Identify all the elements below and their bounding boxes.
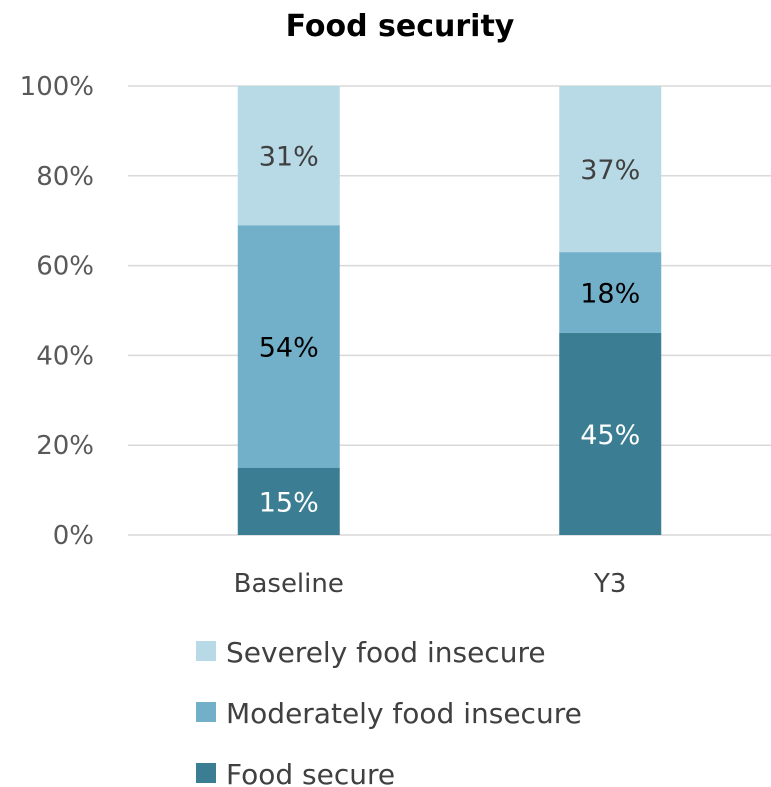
- legend-swatch: [196, 763, 216, 783]
- data-label: 45%: [580, 420, 640, 451]
- bars: 15% 54% 31% 45% 18% 37%: [237, 86, 662, 535]
- y-tick-label: 40%: [36, 341, 94, 371]
- y-tick-label: 0%: [53, 521, 94, 551]
- data-label: 18%: [580, 279, 640, 310]
- bar-segment: [559, 86, 662, 253]
- legend-swatch: [196, 641, 216, 661]
- legend-label: Severely food insecure: [226, 636, 546, 669]
- bar-segment: [237, 467, 340, 535]
- y-axis: 0% 20% 40% 60% 80% 100%: [20, 72, 94, 551]
- data-label: 37%: [580, 155, 640, 186]
- y-tick-label: 60%: [36, 252, 94, 282]
- x-category-label: Baseline: [234, 569, 344, 599]
- legend-swatch: [196, 702, 216, 722]
- legend-label: Food secure: [226, 758, 395, 787]
- bar-segment: [559, 252, 662, 333]
- legend: Severely food insecure Moderately food in…: [196, 636, 582, 787]
- data-label: 15%: [259, 487, 319, 518]
- legend-label: Moderately food insecure: [226, 697, 582, 730]
- y-tick-label: 20%: [36, 431, 94, 461]
- y-tick-label: 80%: [36, 162, 94, 192]
- data-label: 54%: [259, 332, 319, 363]
- bar-segment: [237, 86, 340, 226]
- chart-title: Food security: [286, 9, 515, 44]
- bar-segment: [237, 225, 340, 468]
- y-tick-label: 100%: [20, 72, 94, 102]
- x-category-label: Y3: [593, 569, 626, 599]
- gridlines: [128, 85, 771, 536]
- x-axis: Baseline Y3: [234, 569, 627, 599]
- bar-segment: [559, 332, 662, 535]
- data-label: 31%: [259, 142, 319, 173]
